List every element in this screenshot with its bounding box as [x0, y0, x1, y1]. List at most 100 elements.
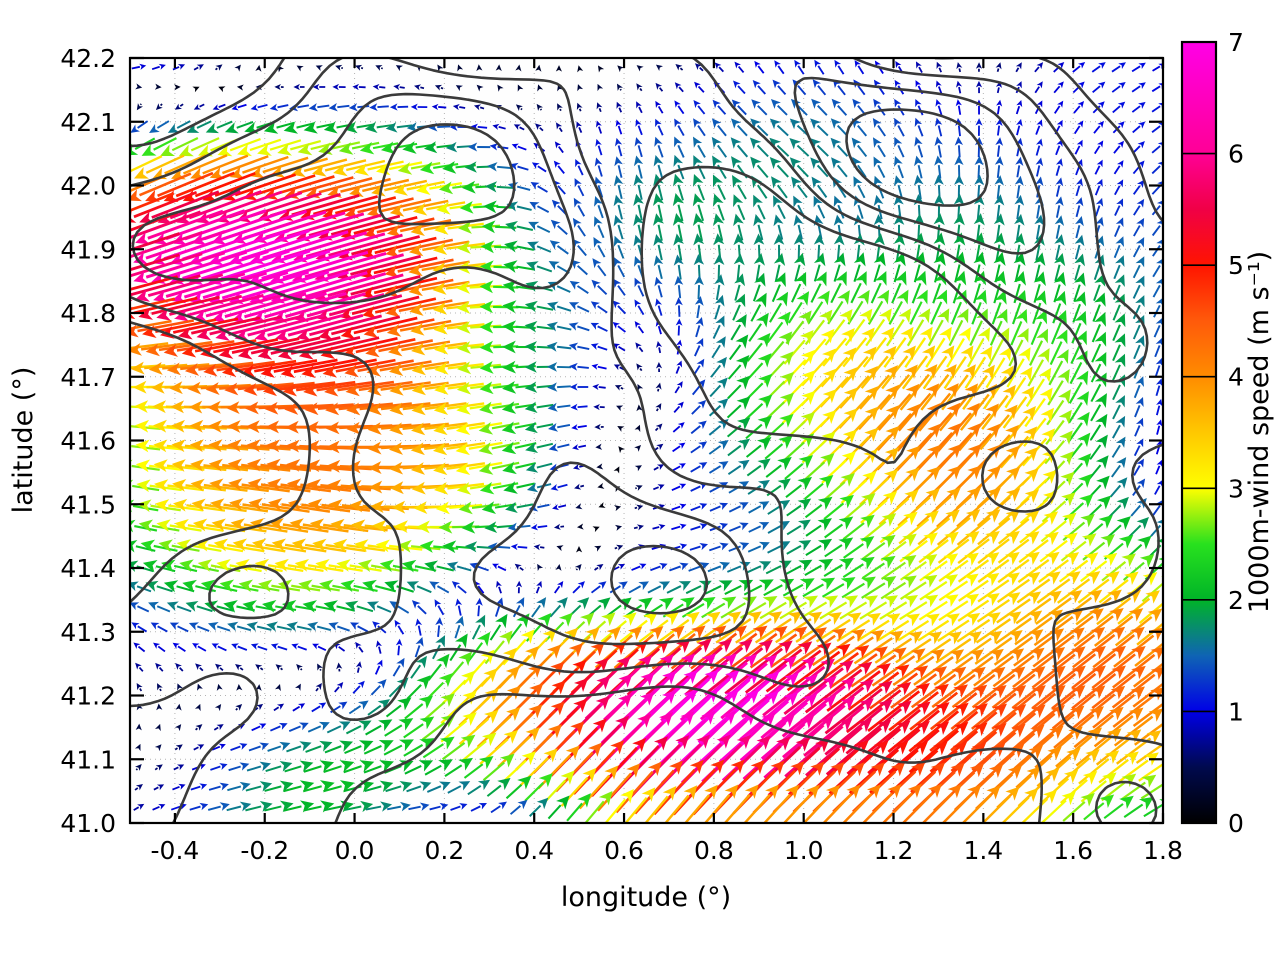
wind-arrow-shaft	[151, 65, 160, 71]
wind-arrow-shaft	[402, 199, 449, 212]
wind-arrow-shaft	[897, 164, 904, 179]
wind-arrow-shaft	[657, 244, 663, 261]
wind-arrow	[593, 236, 606, 258]
wind-arrow	[769, 118, 789, 137]
wind-arrow	[733, 194, 746, 221]
wind-arrow-shaft	[817, 85, 827, 96]
wind-arrow	[528, 221, 551, 234]
wind-arrow-head	[389, 204, 405, 217]
wind-arrow	[1073, 100, 1085, 114]
wind-arrow	[935, 99, 943, 116]
wind-arrow-head	[733, 80, 741, 89]
wind-arrow-head	[432, 242, 448, 255]
wind-arrow-head	[229, 166, 245, 179]
wind-arrow	[1133, 198, 1145, 216]
wind-arrow	[487, 162, 511, 172]
wind-arrow-head	[773, 214, 784, 227]
wind-arrow-head	[536, 103, 544, 111]
wind-arrow-shaft	[637, 204, 643, 221]
wind-arrow-head	[753, 194, 763, 208]
wind-arrow-head	[476, 84, 484, 92]
wind-arrow	[515, 104, 523, 111]
wind-arrow-head	[1158, 102, 1163, 109]
wind-arrow-shaft	[290, 139, 322, 151]
wind-arrow-head	[1036, 62, 1044, 70]
wind-arrow-head	[445, 141, 458, 153]
wind-arrow	[372, 83, 386, 91]
wind-arrow-head	[655, 118, 662, 128]
wind-arrow-head	[384, 265, 400, 278]
wind-arrow-head	[1014, 175, 1024, 186]
wind-arrow-head	[772, 79, 781, 89]
wind-arrow	[1053, 81, 1064, 94]
wind-arrow-shaft	[280, 667, 284, 671]
wind-arrow	[575, 158, 584, 176]
wind-arrow-head	[1055, 177, 1064, 187]
wind-arrow-head	[636, 65, 644, 72]
wind-arrow-shaft	[756, 184, 768, 199]
wind-arrow-head	[995, 118, 1003, 127]
wind-arrow-shaft	[1035, 244, 1041, 261]
wind-arrow-shaft	[421, 260, 470, 272]
wind-arrow-shaft	[477, 605, 481, 617]
wind-arrow	[369, 103, 389, 111]
wind-arrow-shaft	[229, 137, 261, 152]
wind-arrow-shaft	[717, 105, 727, 115]
wind-arrow-shaft	[556, 245, 569, 255]
wind-arrow	[217, 137, 261, 157]
wind-arrow-shaft	[1091, 65, 1101, 73]
wind-arrow-head	[893, 156, 903, 167]
wind-arrow	[531, 162, 547, 173]
wind-arrow-head	[1138, 62, 1146, 70]
wind-arrow-shaft	[1132, 185, 1141, 195]
wind-arrow-head	[614, 137, 623, 147]
wind-arrow-shaft	[935, 244, 941, 262]
wind-arrow-head	[136, 103, 144, 111]
wind-arrow-head	[528, 221, 540, 231]
wind-arrow-shaft	[816, 124, 829, 137]
wind-arrow	[214, 64, 223, 71]
wind-arrow	[750, 118, 769, 137]
wind-vector-layer	[130, 59, 1163, 823]
wind-arrow-shaft	[334, 196, 397, 215]
wind-arrow	[593, 216, 605, 239]
wind-arrow-head	[873, 194, 884, 207]
wind-arrow-head	[572, 217, 582, 228]
wind-arrow-shaft	[1132, 244, 1141, 258]
wind-arrow-shaft	[433, 162, 459, 169]
wind-arrow	[1132, 121, 1146, 134]
wind-arrow-head	[348, 103, 358, 112]
wind-arrow-head	[389, 103, 398, 111]
wind-arrow-head	[873, 175, 883, 187]
wind-arrow-head	[1095, 216, 1104, 227]
wind-arrow	[497, 84, 504, 92]
wind-arrow-shaft	[677, 224, 683, 242]
wind-arrow-shaft	[1035, 224, 1041, 240]
wind-arrow-shaft	[440, 86, 444, 90]
wind-arrow-shaft	[776, 164, 789, 178]
wind-arrow-head	[673, 233, 685, 246]
wind-arrow-shaft	[194, 171, 256, 198]
wind-arrow	[410, 103, 428, 111]
wind-arrow	[974, 155, 984, 179]
wind-arrow-head	[933, 213, 945, 226]
wind-arrow-shaft	[577, 225, 586, 237]
wind-arrow-shaft	[757, 224, 764, 241]
wind-arrow-head	[1117, 121, 1125, 129]
wind-arrow-head	[393, 84, 401, 91]
wind-arrow	[769, 137, 790, 157]
wind-arrow-head	[1137, 160, 1145, 169]
wind-arrow-shaft	[635, 487, 637, 490]
wind-arrow-shaft	[737, 224, 744, 241]
wind-arrow-head	[810, 157, 822, 169]
wind-arrow-head	[274, 83, 281, 91]
wind-arrow-shaft	[577, 185, 585, 197]
wind-arrow	[595, 120, 603, 134]
wind-arrow	[1073, 120, 1084, 135]
wind-arrow	[535, 64, 542, 72]
wind-arrow-shaft	[837, 85, 846, 96]
wind-arrow-head	[515, 64, 522, 72]
wind-arrow-head	[364, 121, 378, 133]
wind-arrow	[753, 194, 766, 220]
wind-arrow-head	[853, 176, 863, 188]
